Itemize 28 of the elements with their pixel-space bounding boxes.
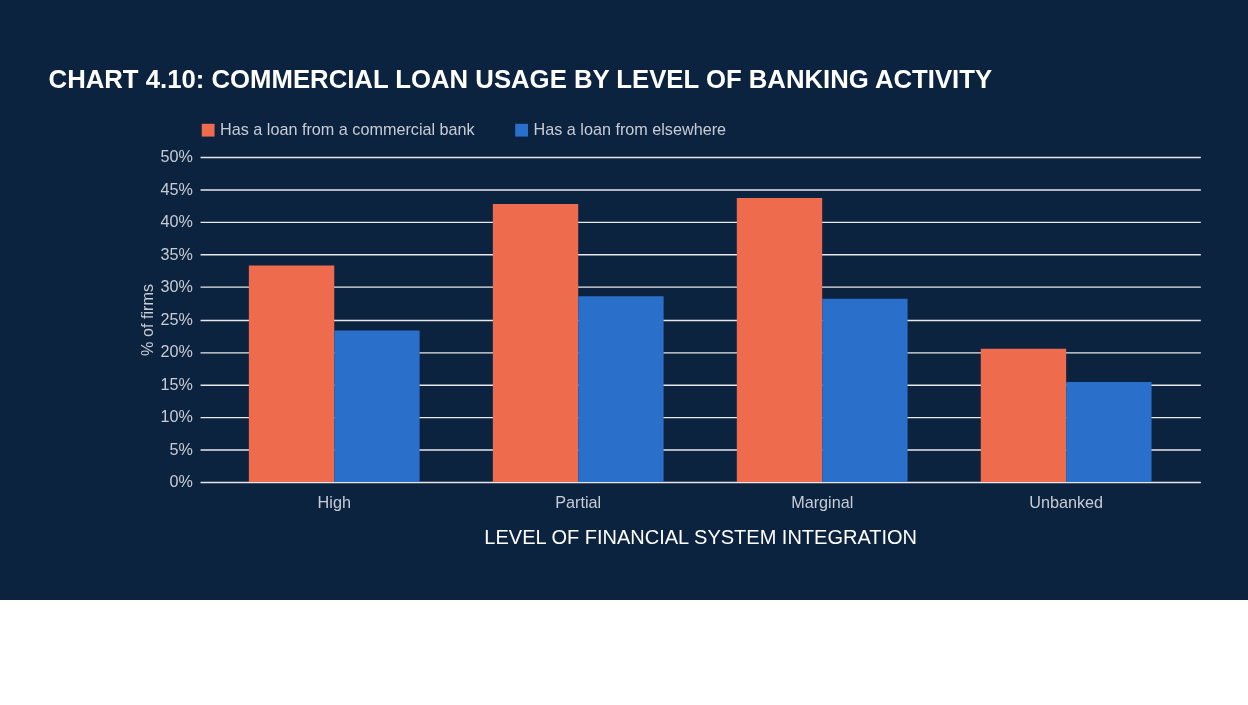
bar [334, 330, 420, 482]
y-tick-label: 5% [169, 439, 193, 458]
bar [736, 198, 823, 482]
legend-label: Has a loan from a commercial bank [220, 119, 476, 138]
bar [1066, 381, 1152, 482]
y-tick-label: 25% [160, 309, 193, 328]
bar [822, 298, 908, 482]
x-tick-label: Marginal [791, 493, 854, 512]
bar [492, 203, 579, 482]
y-tick-label: 20% [160, 342, 193, 361]
bar [248, 265, 335, 482]
x-tick-label: Unbanked [1029, 493, 1104, 512]
y-tick-label: 10% [160, 407, 193, 426]
x-tick-label: Partial [555, 493, 602, 512]
y-tick-label: 30% [160, 277, 193, 296]
y-tick-label: 15% [160, 374, 193, 393]
bar [578, 296, 664, 482]
bar [980, 348, 1067, 482]
y-axis-title: % of firms [137, 284, 156, 356]
chart-title: CHART 4.10: COMMERCIAL LOAN USAGE BY LEVEL OF BANKING ACTIVITY [48, 64, 993, 93]
y-tick-label: 0% [169, 472, 193, 491]
legend-label: Has a loan from elsewhere [533, 119, 727, 138]
x-axis-title: LEVEL OF FINANCIAL SYSTEM INTEGRATION [484, 526, 918, 549]
y-tick-label: 50% [160, 147, 193, 166]
y-tick-label: 45% [160, 179, 193, 198]
y-tick-label: 35% [160, 244, 193, 263]
x-tick-label: High [317, 493, 351, 512]
y-tick-label: 40% [160, 212, 193, 231]
